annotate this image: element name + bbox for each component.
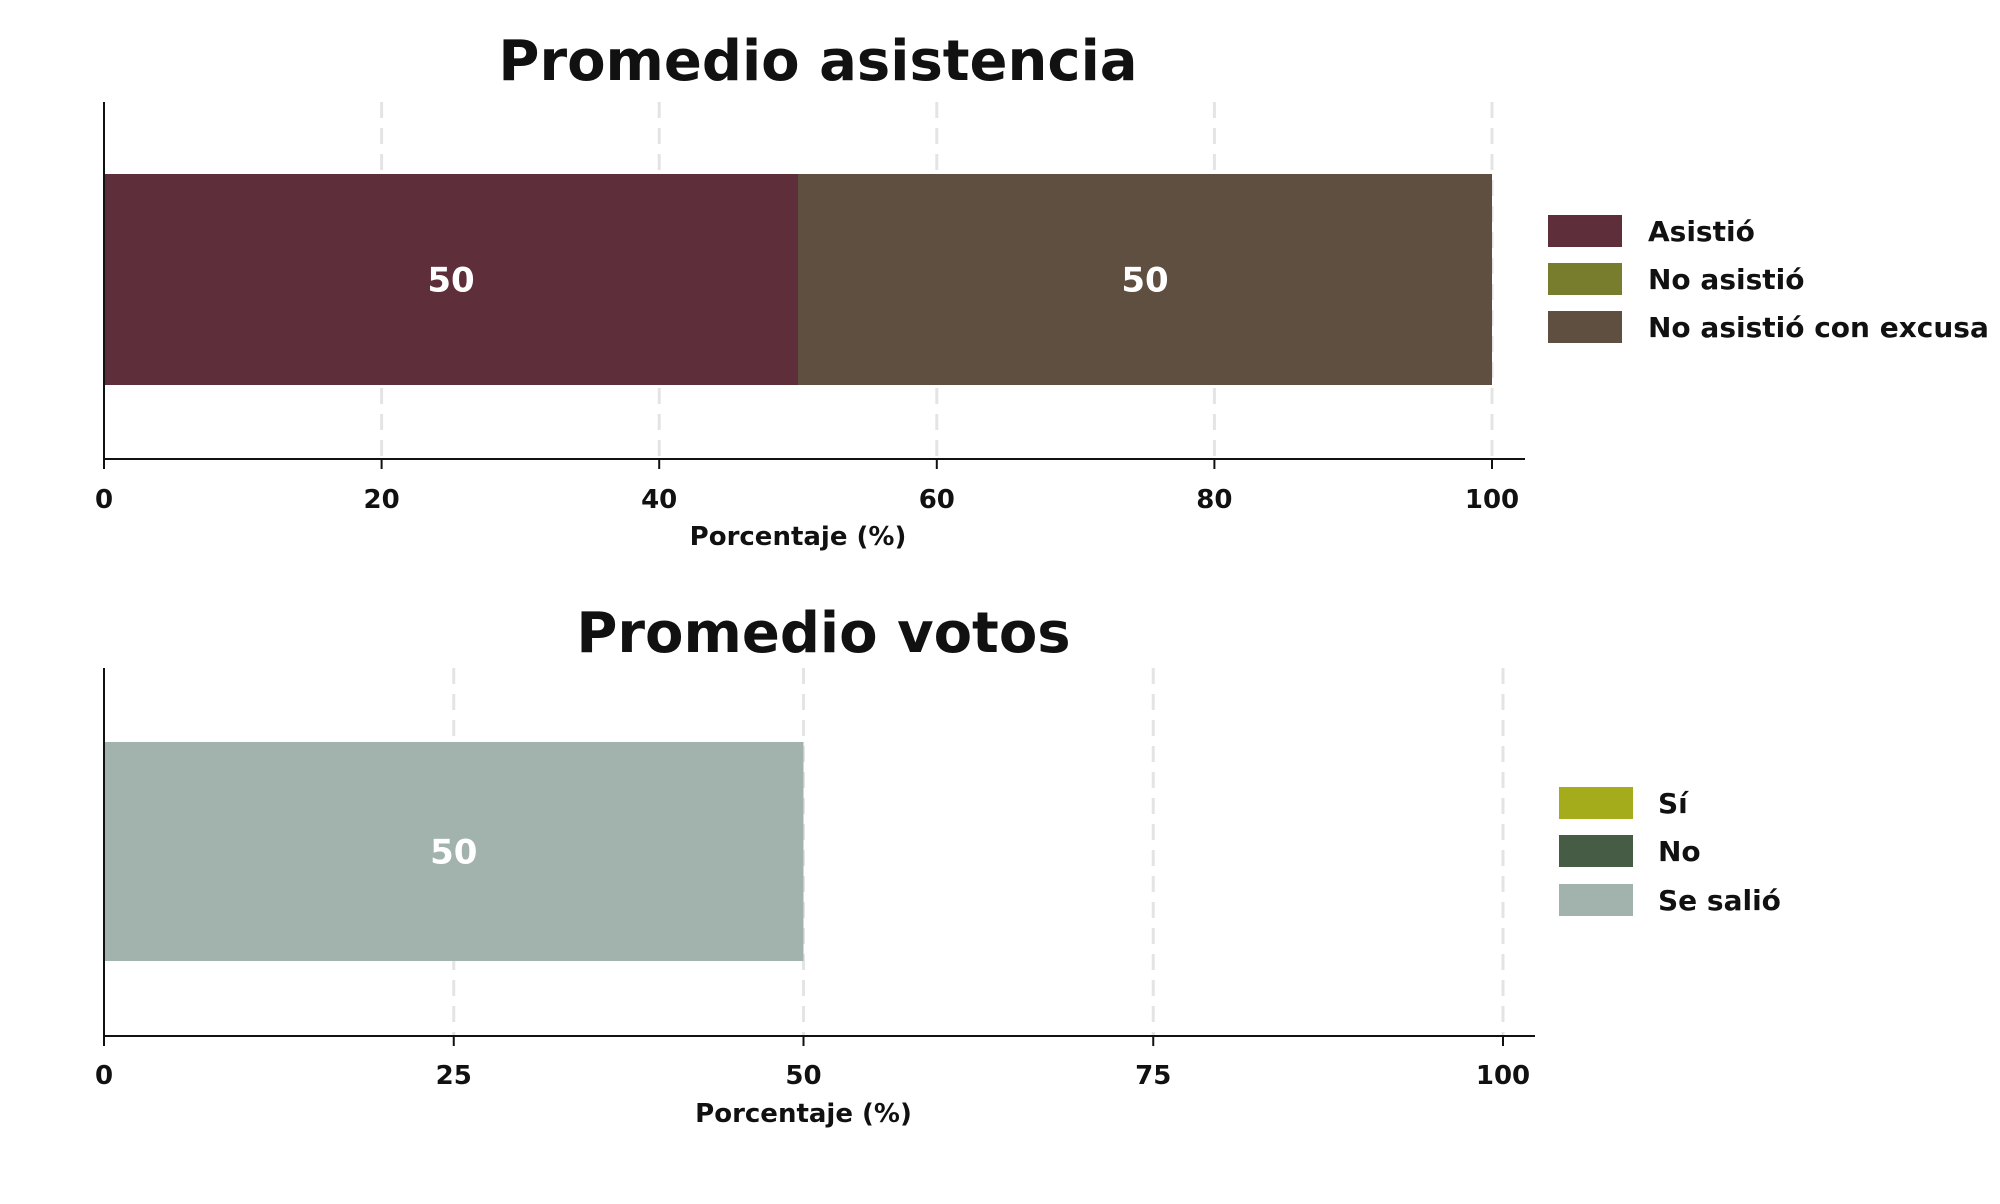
x-tick-label-1: 25 (436, 1061, 472, 1091)
legend-swatch-2 (1548, 263, 1622, 295)
data-label-1: 50 (427, 261, 474, 301)
x-tick-label-0: 0 (95, 485, 113, 515)
x-tick-label-1: 20 (364, 485, 400, 515)
legend-label-1: Asistió (1648, 215, 1755, 248)
legend-swatch-1 (1548, 215, 1622, 247)
legend-swatch-3 (1559, 884, 1633, 916)
x-tick-label-3: 75 (1135, 1061, 1171, 1091)
data-label-3: 50 (430, 833, 477, 873)
chart-title: Promedio asistencia (498, 29, 1137, 94)
data-label-3: 50 (1121, 261, 1168, 301)
x-tick-label-5: 100 (1465, 485, 1519, 515)
x-axis-label: Porcentaje (%) (695, 1099, 912, 1129)
legend-label-3: No asistió con excusa (1648, 311, 1989, 344)
chart-title: Promedio votos (576, 601, 1070, 666)
x-axis-label: Porcentaje (%) (690, 522, 907, 552)
x-tick-label-0: 0 (95, 1061, 113, 1091)
x-tick-label-4: 80 (1196, 485, 1232, 515)
legend-label-1: Sí (1658, 787, 1689, 820)
x-tick-label-2: 40 (641, 485, 677, 515)
x-tick-label-2: 50 (785, 1061, 821, 1091)
legend-swatch-1 (1559, 787, 1633, 819)
legend-label-3: Se salió (1658, 884, 1781, 917)
bar-segment-3 (104, 742, 804, 961)
legend-label-2: No asistió (1648, 263, 1804, 296)
bar-segment-1 (104, 174, 798, 385)
x-tick-label-4: 100 (1476, 1061, 1530, 1091)
legend-swatch-2 (1559, 835, 1633, 867)
x-tick-label-3: 60 (919, 485, 955, 515)
legend-label-2: No (1658, 835, 1701, 868)
legend-swatch-3 (1548, 311, 1622, 343)
bar-segment-3 (798, 174, 1492, 385)
